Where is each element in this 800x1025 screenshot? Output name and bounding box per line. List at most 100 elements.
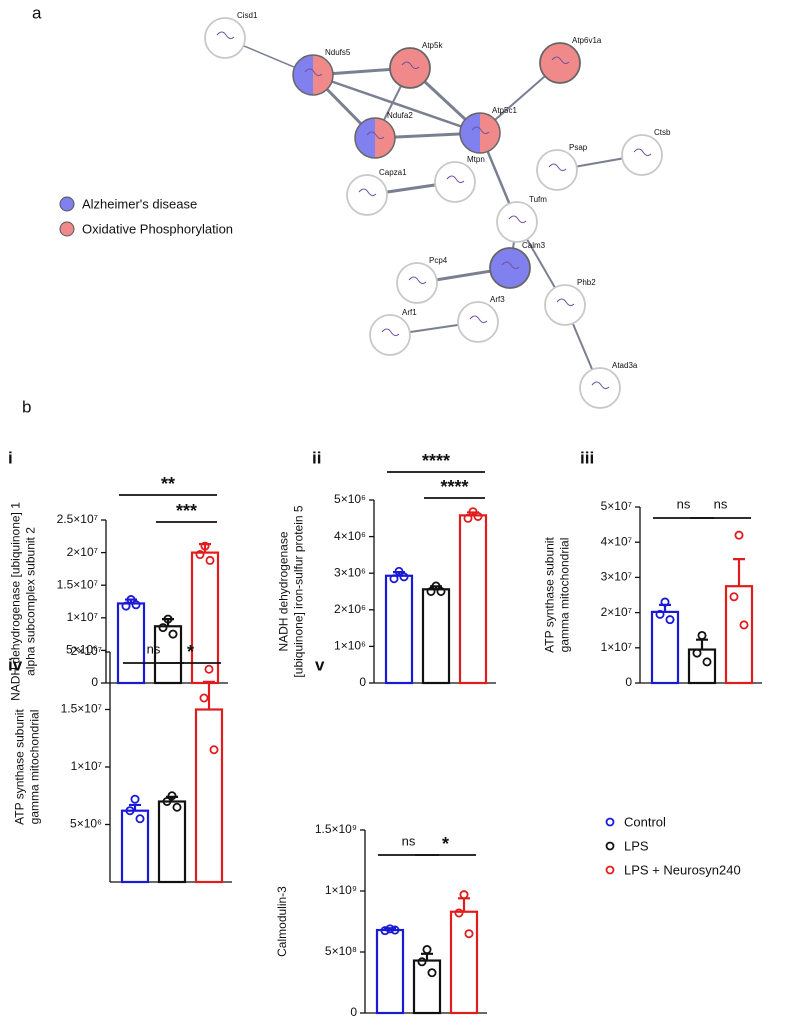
node-label: Ctsb	[654, 128, 671, 137]
bar	[194, 708, 224, 884]
node-structure	[471, 126, 490, 135]
data-point	[729, 592, 739, 602]
node-label: Ndufa2	[387, 111, 413, 120]
y-tick-label: 2×10⁷	[71, 644, 102, 658]
node	[396, 262, 438, 304]
data-point	[427, 968, 437, 978]
data-point	[163, 614, 173, 624]
data-point	[389, 574, 399, 584]
node-half	[293, 55, 313, 95]
y-axis-label: gamma mitochondrial	[28, 710, 42, 825]
significance-label: *	[442, 834, 449, 854]
panel-label: b	[22, 397, 31, 416]
node	[434, 161, 476, 203]
node-structure	[591, 381, 610, 390]
node-structure	[508, 215, 527, 224]
panel-label: iv	[8, 655, 23, 674]
y-tick-label: 5×10⁸	[325, 944, 357, 958]
node	[621, 134, 663, 176]
y-tick-label: 1×10⁶	[334, 639, 366, 653]
node-half	[480, 113, 500, 153]
node-label: Atad3a	[612, 361, 638, 370]
bar	[449, 910, 479, 1015]
data-point	[473, 511, 483, 521]
significance-label: ****	[440, 477, 468, 497]
data-point	[702, 657, 712, 667]
node-label: Arf3	[490, 295, 505, 304]
node-label: Cisd1	[237, 11, 258, 20]
data-point	[468, 507, 478, 517]
node	[457, 301, 499, 343]
y-axis-label: [ubiquinone] iron-sulfur protein 5	[292, 505, 306, 677]
error-bar	[696, 638, 708, 650]
node	[389, 47, 431, 89]
node-structure	[446, 175, 465, 184]
node-structure	[548, 163, 567, 172]
data-point	[195, 550, 205, 560]
node	[539, 42, 581, 84]
y-tick-label: 1×10⁷	[601, 640, 632, 654]
y-axis-label: ATP synthase subunit	[543, 537, 557, 653]
data-point	[426, 587, 436, 597]
y-axis-label: NADH dehydrogenase [ubiquinone] 1	[9, 502, 23, 701]
y-tick-label: 5×10⁶	[66, 643, 98, 657]
data-point	[692, 648, 702, 658]
y-tick-label: 3×10⁶	[334, 565, 366, 579]
node	[369, 314, 411, 356]
node-structure	[551, 56, 570, 65]
node	[459, 112, 501, 154]
bar	[116, 602, 146, 685]
node-label: Atp5c1	[492, 106, 517, 115]
data-point	[390, 925, 400, 935]
legend-marker	[59, 196, 75, 212]
panel-label: ii	[312, 448, 321, 467]
data-point	[135, 814, 145, 824]
significance-label: ****	[422, 451, 450, 471]
data-point	[385, 924, 395, 934]
panel-label: iii	[580, 448, 594, 467]
node-label: Arf1	[402, 308, 417, 317]
data-point	[209, 745, 219, 755]
data-point	[422, 945, 432, 955]
data-point	[125, 806, 135, 816]
data-point	[459, 890, 469, 900]
node-structure	[401, 61, 420, 70]
error-bar	[203, 680, 215, 710]
y-tick-label: 0	[625, 675, 632, 689]
y-tick-label: 1×10⁹	[325, 883, 357, 897]
node	[544, 284, 586, 326]
y-axis-label: gamma mitochondrial	[558, 538, 572, 653]
node	[204, 17, 246, 59]
node	[579, 367, 621, 409]
node-structure	[408, 276, 427, 285]
y-tick-label: 5×10⁶	[70, 817, 102, 831]
y-axis-label: NADH dehydrogenase	[277, 531, 291, 651]
legend-marker	[59, 221, 75, 237]
node-half	[355, 118, 375, 158]
legend-marker	[605, 865, 615, 875]
node-structure	[381, 328, 400, 337]
y-tick-label: 4×10⁶	[334, 529, 366, 543]
y-axis-label: ATP synthase subunit	[13, 709, 27, 825]
node-half	[313, 55, 333, 95]
bar	[650, 610, 680, 685]
node-label: Mtpn	[467, 155, 485, 164]
node	[496, 201, 538, 243]
node-structure	[556, 298, 575, 307]
y-tick-label: 1.5×10⁹	[315, 822, 357, 836]
y-tick-label: 0	[350, 1005, 357, 1019]
data-point	[660, 597, 670, 607]
node-structure	[216, 31, 235, 40]
data-point	[204, 664, 214, 674]
legend-marker	[605, 817, 615, 827]
node-half	[460, 113, 480, 153]
node	[292, 54, 334, 96]
y-tick-label: 5×10⁷	[601, 499, 632, 513]
node-label: Phb2	[577, 278, 596, 287]
bar	[412, 959, 442, 1015]
significance-label: ns	[147, 641, 161, 656]
node-label: Atp5k	[422, 41, 443, 50]
panel-label: v	[315, 655, 325, 674]
node-label: Calm3	[522, 241, 546, 250]
